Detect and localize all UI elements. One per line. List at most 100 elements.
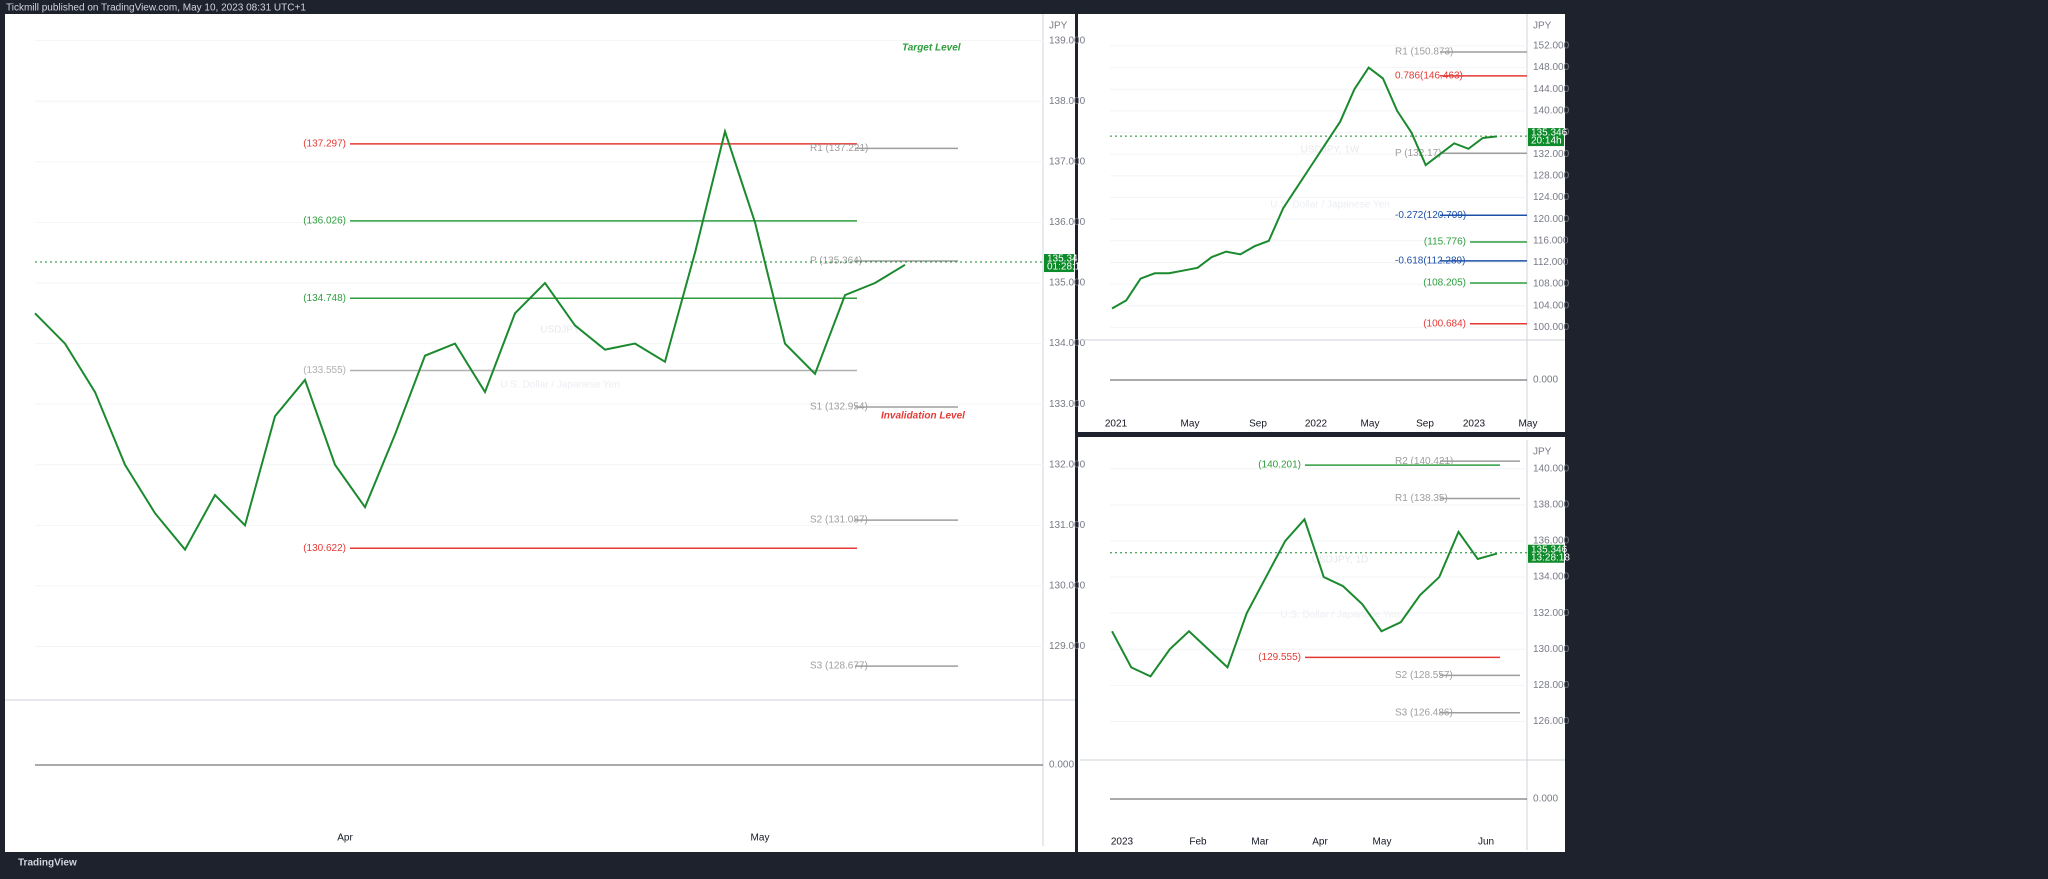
y-tick-label: 133.000 [1049, 399, 1086, 410]
daily-panel [1078, 437, 1565, 852]
level-label: 0.786(146.463) [1395, 71, 1463, 82]
y-tick-label: 136.000 [1533, 536, 1570, 547]
y-tick-label: 112.000 [1533, 257, 1569, 268]
currency: JPY [1533, 447, 1552, 458]
y-tick-label: 129.000 [1049, 641, 1086, 652]
level-label: R1 (138.35) [1395, 493, 1448, 504]
header-title: Tickmill published on TradingView.com, M… [6, 3, 306, 14]
level-label: P (132.17) [1395, 148, 1442, 159]
last-price-label: 135.346 [1531, 128, 1568, 139]
last-price-timer: 20:14h [1531, 136, 1562, 147]
level-label: S1 (132.954) [810, 402, 868, 413]
y-tick-label: 132.000 [1049, 459, 1086, 470]
last-price-label: 135.346 [1047, 254, 1084, 265]
x-tick-label: 2021 [1105, 419, 1128, 430]
level-label: R2 (140.421) [1395, 456, 1453, 467]
y-tick-label: 138.000 [1049, 96, 1086, 107]
y-tick-label: 148.000 [1533, 62, 1570, 73]
y-tick-label: 128.000 [1533, 680, 1570, 691]
price-line [1111, 66, 1498, 310]
level-label: (108.205) [1423, 278, 1466, 289]
y-tick-label: 108.000 [1533, 279, 1570, 290]
level-label: (129.555) [1258, 652, 1301, 663]
last-price-box [1528, 128, 1564, 147]
x-tick-label: Mar [1251, 837, 1269, 848]
x-tick-label: May [1519, 419, 1538, 430]
level-label: R1 (137.221) [810, 143, 868, 154]
y-tick-label: 126.000 [1533, 716, 1570, 727]
level-label: (100.684) [1423, 318, 1466, 329]
watermark-subtitle: U.S. Dollar / Japanese Yen [1280, 610, 1400, 621]
watermark: USDJPY, 1D [1312, 555, 1369, 566]
level-label: S2 (131.087) [810, 515, 868, 526]
y-tick-label: 152.000 [1533, 41, 1570, 52]
x-tick-label: May [1361, 419, 1380, 430]
oscillator-label: 0.000 [1049, 760, 1074, 771]
level-label: S3 (126.486) [1395, 707, 1453, 718]
x-tick-label: May [1181, 419, 1200, 430]
y-tick-label: 134.000 [1533, 572, 1570, 583]
y-tick-label: 139.000 [1049, 35, 1086, 46]
y-tick-label: 104.000 [1533, 300, 1570, 311]
y-tick-label: 140.000 [1533, 463, 1570, 474]
watermark-subtitle: U.S. Dollar / Japanese Yen [500, 380, 620, 391]
y-tick-label: 130.000 [1049, 581, 1086, 592]
last-price-box [1528, 544, 1564, 563]
last-price-timer: 13:28:18 [1531, 552, 1570, 563]
main-panel [5, 14, 1075, 852]
watermark-subtitle: U.S. Dollar / Japanese Yen [1270, 200, 1390, 211]
y-tick-label: 136.000 [1049, 217, 1086, 228]
level-label: S2 (128.557) [1395, 670, 1453, 681]
oscillator-label: 0.000 [1533, 794, 1558, 805]
x-tick-label: Apr [337, 833, 353, 844]
y-tick-label: 120.000 [1533, 214, 1570, 225]
y-tick-label: 138.000 [1533, 499, 1570, 510]
level-label: -0.272(120.709) [1395, 210, 1466, 221]
y-tick-label: 116.000 [1533, 235, 1569, 246]
y-tick-label: 132.000 [1533, 608, 1570, 619]
level-label: (134.748) [303, 293, 346, 304]
x-tick-label: May [751, 833, 770, 844]
x-tick-label: Jun [1478, 837, 1494, 848]
watermark: USDJPY [540, 325, 580, 336]
price-line [34, 127, 906, 552]
x-tick-label: 2022 [1305, 419, 1328, 430]
y-tick-label: 132.000 [1533, 149, 1570, 160]
level-label: (136.026) [303, 215, 346, 226]
x-tick-label: Sep [1249, 419, 1267, 430]
x-tick-label: May [1373, 837, 1392, 848]
level-label: S3 (128.677) [810, 661, 868, 672]
level-label: (130.622) [303, 543, 346, 554]
level-label: (115.776) [1424, 237, 1466, 248]
x-tick-label: 2023 [1111, 837, 1134, 848]
level-label: R1 (150.873) [1395, 47, 1453, 58]
level-label: (140.201) [1258, 460, 1301, 471]
y-tick-label: 130.000 [1533, 644, 1570, 655]
last-price-box [1044, 254, 1074, 273]
level-label: P (135.364) [810, 256, 862, 267]
level-label: (133.555) [303, 365, 346, 376]
watermark: USDJPY, 1W [1301, 145, 1360, 156]
footer-brand: TradingView [18, 858, 77, 869]
weekly-panel [1078, 14, 1565, 432]
currency: JPY [1049, 21, 1068, 32]
x-tick-label: Sep [1416, 419, 1434, 430]
x-tick-label: 2023 [1463, 419, 1486, 430]
annotation: Target Level [902, 43, 961, 54]
y-tick-label: 100.000 [1533, 322, 1570, 333]
price-line [1111, 517, 1498, 678]
y-tick-label: 124.000 [1533, 192, 1570, 203]
oscillator-label: 0.000 [1533, 375, 1558, 386]
last-price-label: 135.346 [1531, 544, 1568, 555]
currency: JPY [1533, 21, 1552, 32]
x-tick-label: Apr [1312, 837, 1328, 848]
annotation: Invalidation Level [881, 411, 965, 422]
x-tick-label: Feb [1189, 837, 1207, 848]
y-tick-label: 134.000 [1049, 338, 1086, 349]
level-label: -0.618(112.289) [1395, 256, 1465, 267]
y-tick-label: 144.000 [1533, 84, 1570, 95]
y-tick-label: 140.000 [1533, 106, 1570, 117]
y-tick-label: 128.000 [1533, 170, 1570, 181]
